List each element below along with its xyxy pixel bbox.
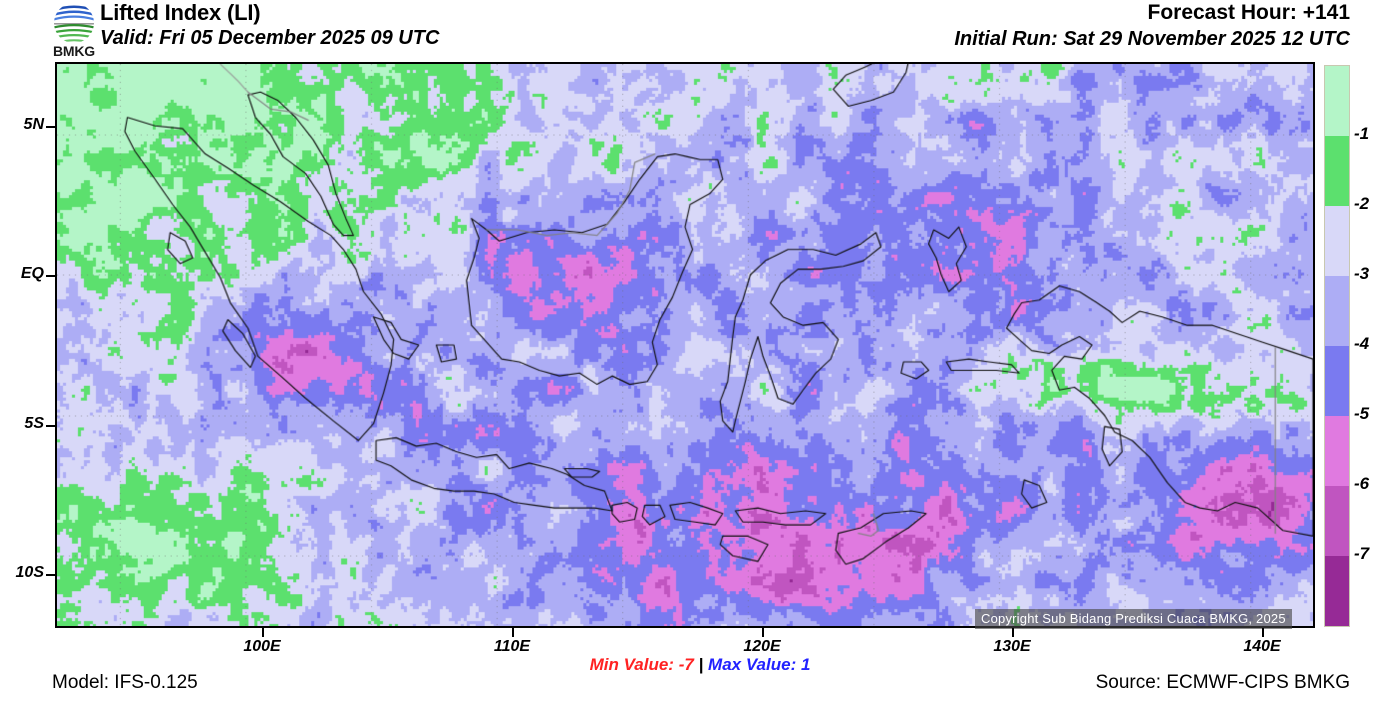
colorbar-tick-label: -3 <box>1354 264 1370 283</box>
lon-tick-mark <box>762 628 764 637</box>
colorbar-tick-label: -6 <box>1354 474 1370 493</box>
colorbar-labels: -1 -2 -3 -4 -5 -6 -7 <box>1354 65 1394 627</box>
lon-tick-label: 100E <box>243 638 281 655</box>
lat-tick-label: EQ <box>20 265 44 282</box>
lat-tick-label: 10S <box>15 564 44 581</box>
lon-tick-mark <box>1012 628 1014 637</box>
lat-tick-label: 5N <box>23 116 44 133</box>
colorbar-band <box>1325 346 1349 416</box>
colorbar-band <box>1325 136 1349 206</box>
colorbar-band <box>1325 66 1349 136</box>
lon-tick-label: 130E <box>993 638 1031 655</box>
lon-tick-label: 110E <box>493 638 531 655</box>
colorbar-tick-label: -7 <box>1354 544 1370 563</box>
page-title: Lifted Index (LI) <box>100 0 261 25</box>
forecast-hour-label: Forecast Hour: +141 <box>1147 1 1351 24</box>
colorbar-tick-label: -5 <box>1354 404 1370 423</box>
minmax-separator: | <box>698 655 704 674</box>
lon-tick-mark <box>262 628 264 637</box>
header-right: Forecast Hour: +141 Initial Run: Sat 29 … <box>954 0 1350 52</box>
lat-tick-mark <box>46 126 55 128</box>
map-contour-canvas <box>57 64 1313 626</box>
colorbar-tick-label: -4 <box>1354 334 1370 353</box>
lat-tick-mark <box>46 574 55 576</box>
lat-tick-mark <box>46 275 55 277</box>
bmkg-logo-icon <box>50 2 98 46</box>
colorbar-band <box>1325 276 1349 346</box>
lat-tick-mark <box>46 425 55 427</box>
minmax-readout: Min Value: -7 | Max Value: 1 <box>0 655 1400 675</box>
bmkg-logo: BMKG <box>44 2 104 60</box>
lat-tick-label: 5S <box>24 415 44 432</box>
lon-tick-mark <box>1262 628 1264 637</box>
colorbar-band <box>1325 416 1349 486</box>
colorbar-band <box>1325 206 1349 276</box>
lon-tick-label: 140E <box>1243 638 1281 655</box>
bmkg-logo-text: BMKG <box>53 43 95 59</box>
initial-run-label: Initial Run: Sat 29 November 2025 12 UTC <box>954 28 1350 50</box>
colorbar-tick-label: -1 <box>1354 124 1370 143</box>
colorbar-tick-label: -2 <box>1354 194 1370 213</box>
colorbar <box>1324 65 1350 627</box>
source-label: Source: ECMWF-CIPS BMKG <box>1095 672 1350 693</box>
lon-tick-label: 120E <box>743 638 781 655</box>
colorbar-band <box>1325 486 1349 556</box>
min-value-label: Min Value: -7 <box>589 655 694 674</box>
header-left: BMKG Lifted Index (LI) Valid: Fri 05 Dec… <box>44 0 664 60</box>
model-label: Model: IFS-0.125 <box>52 672 198 693</box>
valid-time-label: Valid: Fri 05 December 2025 09 UTC <box>100 27 440 49</box>
colorbar-band <box>1325 556 1349 626</box>
copyright-watermark: Copyright Sub Bidang Prediksi Cuaca BMKG… <box>975 609 1292 629</box>
max-value-label: Max Value: 1 <box>708 655 811 674</box>
forecast-map[interactable] <box>55 62 1315 628</box>
lon-tick-mark <box>512 628 514 637</box>
